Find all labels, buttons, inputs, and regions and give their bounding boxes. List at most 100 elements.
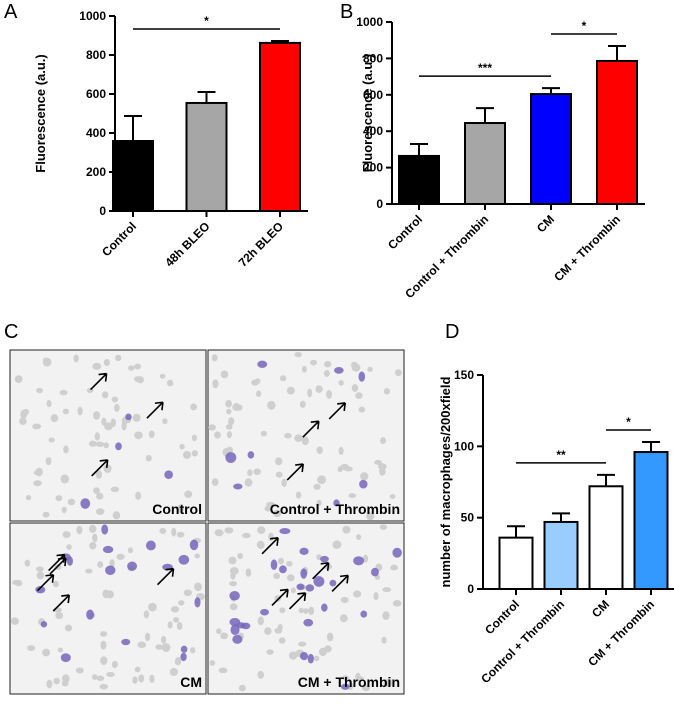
pore: [284, 432, 292, 439]
pore: [326, 390, 333, 399]
y-tick-label: 400: [86, 126, 106, 140]
pore: [24, 559, 31, 567]
pore: [36, 387, 43, 394]
pore: [134, 666, 141, 673]
pore: [53, 580, 59, 588]
pore: [316, 499, 322, 507]
pore: [171, 527, 177, 537]
pore: [100, 656, 108, 666]
pore: [191, 434, 197, 442]
cell: [279, 565, 287, 574]
pore: [89, 524, 97, 534]
significance-label: **: [556, 448, 566, 462]
pore: [88, 440, 97, 447]
pore: [134, 376, 142, 382]
pore: [25, 494, 32, 501]
arrow: [91, 459, 109, 477]
panel-label: C: [4, 321, 18, 343]
pore: [176, 531, 185, 538]
pore: [257, 616, 264, 626]
pore: [143, 610, 150, 619]
pore: [315, 385, 323, 393]
arrow: [302, 420, 320, 438]
pore: [380, 437, 387, 445]
pore: [332, 540, 342, 549]
bar: [464, 122, 506, 205]
micrograph: CM + Thrombin: [207, 522, 405, 695]
bar: [185, 101, 228, 212]
pore: [257, 526, 266, 534]
pore: [62, 531, 71, 539]
pore: [96, 492, 104, 500]
pore: [111, 396, 119, 403]
cell: [232, 634, 243, 644]
arrow: [52, 594, 71, 612]
cell: [305, 584, 315, 592]
pore: [351, 384, 359, 392]
bar: [633, 451, 669, 591]
pore: [43, 357, 49, 363]
pore: [381, 636, 387, 644]
micrograph-label: CM: [180, 674, 202, 690]
cell: [241, 622, 251, 630]
pore: [389, 494, 396, 500]
pore: [173, 617, 180, 623]
pore: [59, 389, 68, 396]
pore: [55, 495, 63, 502]
pore: [42, 511, 50, 518]
pore: [317, 475, 327, 484]
pore: [170, 605, 180, 613]
pore: [279, 375, 287, 382]
pore: [145, 454, 152, 462]
pore: [394, 369, 402, 377]
arrow: [312, 562, 330, 580]
pore: [323, 361, 332, 368]
pore: [308, 606, 315, 616]
pore: [226, 408, 232, 415]
pore: [316, 446, 323, 454]
pore: [338, 380, 344, 386]
pore: [379, 467, 386, 476]
pore: [161, 643, 171, 652]
arrow: [36, 573, 55, 592]
pore: [390, 564, 398, 571]
pore: [228, 417, 235, 426]
significance-label: *: [582, 19, 587, 33]
y-tick-label: 0: [376, 197, 383, 211]
pore: [53, 677, 60, 685]
cell: [189, 539, 199, 551]
pore: [100, 631, 108, 637]
pore: [162, 418, 168, 425]
micrograph-label: CM + Thrombin: [298, 674, 400, 690]
x-tick-label: Control + Thrombin: [478, 597, 567, 686]
pore: [279, 607, 286, 614]
pore: [362, 554, 369, 563]
cell: [334, 366, 344, 374]
x-tick-label: Control: [482, 597, 522, 637]
pore: [298, 607, 304, 614]
pore: [111, 660, 118, 669]
pore: [214, 529, 224, 537]
x-tick-label: CM: [589, 597, 612, 620]
pore: [50, 414, 59, 423]
pore: [382, 611, 390, 620]
cell: [279, 528, 291, 535]
y-tick-label: 0: [99, 204, 106, 218]
pore: [121, 421, 127, 431]
pore: [273, 572, 281, 580]
panel-label: B: [340, 1, 353, 23]
cell: [358, 371, 366, 382]
y-tick-label: 600: [86, 87, 106, 101]
pore: [244, 478, 253, 487]
pore: [45, 457, 52, 466]
pore: [307, 388, 313, 398]
pore: [303, 608, 309, 614]
pore: [48, 437, 55, 443]
pore: [148, 430, 155, 438]
pore: [194, 553, 200, 559]
pore: [379, 524, 388, 530]
x-tick-label: Control: [385, 212, 425, 252]
significance-label: *: [204, 14, 209, 28]
pore: [89, 541, 97, 550]
arrow: [261, 537, 279, 555]
